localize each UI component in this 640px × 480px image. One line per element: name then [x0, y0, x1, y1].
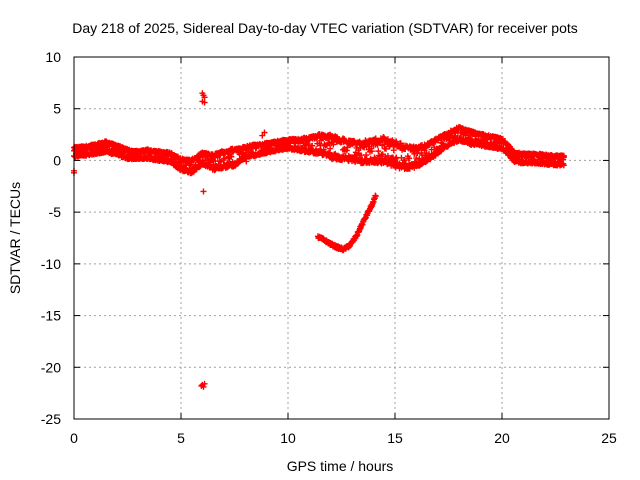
outlier-point — [259, 132, 266, 139]
data-point — [401, 157, 408, 164]
outlier-point — [243, 158, 250, 165]
data-point — [317, 142, 324, 149]
data-point — [390, 147, 397, 154]
data-point — [393, 154, 400, 161]
outlier-point — [261, 129, 268, 136]
data-point — [560, 154, 567, 161]
x-tick-label: 5 — [177, 430, 185, 446]
grid — [74, 57, 609, 419]
data-point — [327, 145, 334, 152]
y-tick-label: -15 — [41, 308, 61, 324]
y-tick-label: 10 — [45, 49, 61, 65]
y-tick-labels: 10 5 0 -5 -10 -15 -20 -25 — [41, 49, 61, 427]
outlier-point — [200, 188, 207, 195]
y-tick-label: 0 — [53, 152, 61, 168]
y-tick-label: -10 — [41, 256, 61, 272]
data-point — [383, 145, 390, 152]
data-point — [357, 152, 364, 159]
x-tick-label: 25 — [601, 430, 617, 446]
data-point — [372, 193, 379, 200]
data-points — [71, 90, 567, 390]
data-point — [406, 155, 413, 162]
plot-frame — [73, 56, 610, 420]
axis-ticks — [73, 56, 610, 420]
y-axis-title: SDTVAR / TECUs — [7, 182, 23, 294]
y-tick-label: -20 — [41, 359, 61, 375]
chart-title: Day 218 of 2025, Sidereal Day-to-day VTE… — [72, 20, 578, 36]
x-tick-label: 0 — [70, 430, 78, 446]
data-point — [368, 148, 375, 155]
x-tick-labels: 0 5 10 15 20 25 — [70, 430, 617, 446]
outlier-point — [201, 99, 208, 106]
data-point — [560, 162, 567, 169]
x-tick-label: 20 — [494, 430, 510, 446]
data-point — [413, 155, 420, 162]
x-axis-title: GPS time / hours — [287, 458, 394, 474]
x-tick-label: 10 — [280, 430, 296, 446]
outlier-point — [198, 382, 205, 389]
outlier-point — [201, 380, 208, 387]
data-point — [330, 141, 337, 148]
y-tick-label: 5 — [53, 101, 61, 117]
y-tick-label: -5 — [49, 204, 62, 220]
outlier-point — [201, 94, 208, 101]
x-tick-label: 15 — [387, 430, 403, 446]
y-tick-label: -25 — [41, 411, 61, 427]
